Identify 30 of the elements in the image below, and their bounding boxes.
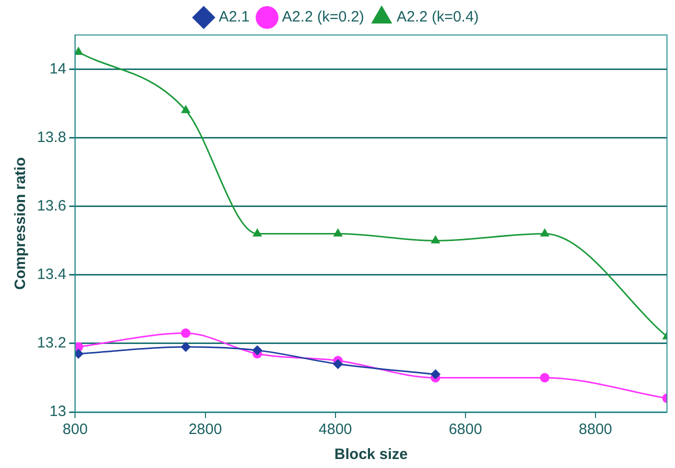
legend-label: A2.1 [218,8,250,26]
y-tick-label: 13.2 [36,334,66,352]
point [75,342,84,352]
point [333,359,343,369]
y-tick-label: 13 [50,403,66,420]
y-tick-label: 13.8 [36,128,66,146]
point [334,229,342,237]
point [75,47,83,55]
point [253,229,262,237]
point [540,372,550,382]
y-tick-label: 13.4 [36,266,66,284]
x-tick-label: 8800 [578,421,612,438]
x-tick-label: 6800 [448,421,482,438]
x-tick-label: 4800 [318,421,352,438]
point [430,370,440,380]
y-axis-title: Compression ratio [12,157,30,290]
point [540,229,549,237]
x-axis-title: Block size [334,446,408,464]
x-tick-label: 2800 [188,421,222,438]
legend-label: A2.2 (k=0.4) [396,8,479,26]
point [252,346,262,356]
y-tick-label: 14 [50,60,66,78]
y-tick-label: 13.6 [36,198,66,215]
x-tick-label: 800 [62,421,88,438]
point [75,348,84,358]
point [182,106,190,114]
point [181,342,190,352]
legend-label: A2.2 (k=0.2) [282,8,364,26]
point [431,236,440,244]
point [181,328,190,338]
